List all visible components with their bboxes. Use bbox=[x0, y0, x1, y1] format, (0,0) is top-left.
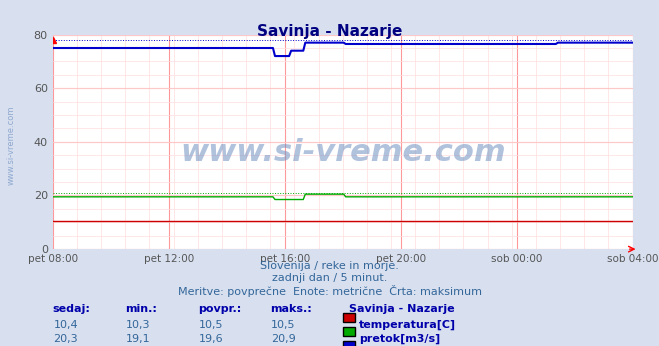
Text: sedaj:: sedaj: bbox=[53, 304, 90, 315]
Text: Meritve: povprečne  Enote: metrične  Črta: maksimum: Meritve: povprečne Enote: metrične Črta:… bbox=[177, 285, 482, 298]
Text: Savinja - Nazarje: Savinja - Nazarje bbox=[349, 304, 455, 315]
Text: www.si-vreme.com: www.si-vreme.com bbox=[180, 138, 505, 167]
Text: Savinja - Nazarje: Savinja - Nazarje bbox=[257, 24, 402, 39]
Text: 19,6: 19,6 bbox=[198, 334, 223, 344]
Text: 10,5: 10,5 bbox=[271, 320, 296, 330]
Text: 20,3: 20,3 bbox=[53, 334, 78, 344]
Text: pretok[m3/s]: pretok[m3/s] bbox=[359, 334, 440, 344]
Text: 19,1: 19,1 bbox=[126, 334, 151, 344]
Text: maks.:: maks.: bbox=[270, 304, 312, 315]
Text: min.:: min.: bbox=[125, 304, 157, 315]
Text: 10,4: 10,4 bbox=[53, 320, 78, 330]
Text: 10,3: 10,3 bbox=[126, 320, 151, 330]
Text: 20,9: 20,9 bbox=[271, 334, 296, 344]
Text: povpr.:: povpr.: bbox=[198, 304, 241, 315]
Text: 10,5: 10,5 bbox=[198, 320, 223, 330]
Text: zadnji dan / 5 minut.: zadnji dan / 5 minut. bbox=[272, 273, 387, 283]
Text: Slovenija / reke in morje.: Slovenija / reke in morje. bbox=[260, 261, 399, 271]
Text: temperatura[C]: temperatura[C] bbox=[359, 320, 456, 330]
Text: www.si-vreme.com: www.si-vreme.com bbox=[7, 106, 16, 185]
